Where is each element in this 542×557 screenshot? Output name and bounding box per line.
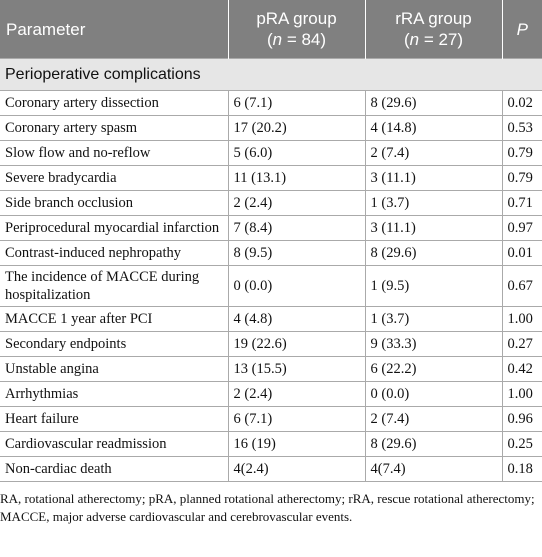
cell: 9 (33.3) <box>364 331 503 357</box>
cell: 0.18 <box>501 456 542 482</box>
row-label: MACCE 1 year after PCI <box>0 306 229 332</box>
cell: 2 (7.4) <box>364 406 503 432</box>
cell: 8 (29.6) <box>364 240 503 266</box>
cell: 0.79 <box>501 165 542 191</box>
cell: 3 (11.1) <box>364 215 503 241</box>
table-row: Heart failure 6 (7.1) 2 (7.4) 0.96 <box>0 406 542 432</box>
header-text: rRA group <box>395 9 472 28</box>
cell: 8 (29.6) <box>364 90 503 116</box>
row-label: Coronary artery spasm <box>0 115 229 141</box>
table-row: The incidence of MACCE during hospitaliz… <box>0 265 542 307</box>
section-row: Perioperative complications <box>0 58 542 91</box>
header-subtext: ( <box>266 30 273 49</box>
cell: 0.79 <box>501 140 542 166</box>
table-body: Perioperative complications Coronary arte… <box>0 58 542 482</box>
cell: 6 (22.2) <box>364 356 503 382</box>
header-subtext: = 27) <box>419 30 464 49</box>
table-row: Unstable angina 13 (15.5) 6 (22.2) 0.42 <box>0 356 542 382</box>
cell: 0 (0.0) <box>364 381 503 407</box>
table-row: MACCE 1 year after PCI 4 (4.8) 1 (3.7) 1.00 <box>0 306 542 332</box>
header-cell: P <box>502 0 542 59</box>
table-row: Non-cardiac death 4(2.4) 4(7.4) 0.18 <box>0 456 542 482</box>
cell: 1 (3.7) <box>364 306 503 332</box>
row-label: Arrhythmias <box>0 381 229 407</box>
header-text: Parameter <box>6 19 86 39</box>
header-subtext: n <box>272 30 283 49</box>
cell: 0.67 <box>501 265 542 307</box>
cell: 2 (2.4) <box>227 190 366 216</box>
table-row: Contrast-induced nephropathy 8 (9.5) 8 (29… <box>0 240 542 266</box>
cell: 0 (0.0) <box>227 265 366 307</box>
cell: 4(7.4) <box>364 456 503 482</box>
header-subtext: = 84) <box>282 30 327 49</box>
cell: 8 (9.5) <box>227 240 366 266</box>
row-label: The incidence of MACCE during hospitaliz… <box>0 265 229 307</box>
cell: 0.96 <box>501 406 542 432</box>
cell: 0.02 <box>501 90 542 116</box>
header-subtext: n <box>409 30 420 49</box>
header-row: Parameter pRA group (n = 84) rRA group (n = … <box>0 0 542 59</box>
cell: 5 (6.0) <box>227 140 366 166</box>
row-label: Severe bradycardia <box>0 165 229 191</box>
table-row: Periprocedural myocardial infarction 7 (8… <box>0 215 542 241</box>
cell: 13 (15.5) <box>227 356 366 382</box>
cell: 0.27 <box>501 331 542 357</box>
header-text: pRA group <box>256 9 337 28</box>
row-label: Secondary endpoints <box>0 331 229 357</box>
cell: 3 (11.1) <box>364 165 503 191</box>
cell: 1.00 <box>501 306 542 332</box>
row-label: Contrast-induced nephropathy <box>0 240 229 266</box>
cell: 6 (7.1) <box>227 90 366 116</box>
cell: 0.42 <box>501 356 542 382</box>
header-subtext: ( <box>403 30 410 49</box>
row-label: Heart failure <box>0 406 229 432</box>
cell: 0.25 <box>501 431 542 457</box>
table-header: Parameter pRA group (n = 84) rRA group (n = … <box>0 0 542 59</box>
cell: 8 (29.6) <box>364 431 503 457</box>
data-table: Parameter pRA group (n = 84) rRA group (n = … <box>0 0 542 482</box>
table-row: Slow flow and no-reflow 5 (6.0) 2 (7.4) 0.7… <box>0 140 542 166</box>
cell: 4(2.4) <box>227 456 366 482</box>
cell: 6 (7.1) <box>227 406 366 432</box>
cell: 4 (4.8) <box>227 306 366 332</box>
cell: 0.01 <box>501 240 542 266</box>
header-cell: rRA group (n = 27) <box>365 0 503 59</box>
row-label: Cardiovascular readmission <box>0 431 229 457</box>
header-cell: Parameter <box>0 0 229 59</box>
header-cell: pRA group (n = 84) <box>228 0 366 59</box>
cell: 0.53 <box>501 115 542 141</box>
cell: 16 (19) <box>227 431 366 457</box>
cell: 2 (7.4) <box>364 140 503 166</box>
table-row: Side branch occlusion 2 (2.4) 1 (3.7) 0.71 <box>0 190 542 216</box>
cell: 4 (14.8) <box>364 115 503 141</box>
footnote: RA, rotational atherectomy; pRA, planned… <box>0 491 535 524</box>
cell: 17 (20.2) <box>227 115 366 141</box>
cell: 19 (22.6) <box>227 331 366 357</box>
row-label: Non-cardiac death <box>0 456 229 482</box>
table-row: Arrhythmias 2 (2.4) 0 (0.0) 1.00 <box>0 381 542 407</box>
row-label: Unstable angina <box>0 356 229 382</box>
cell: 0.71 <box>501 190 542 216</box>
cell: 0.97 <box>501 215 542 241</box>
table-row: Coronary artery spasm 17 (20.2) 4 (14.8) 0.… <box>0 115 542 141</box>
table-row: Cardiovascular readmission 16 (19) 8 (29.6… <box>0 431 542 457</box>
table-row: Severe bradycardia 11 (13.1) 3 (11.1) 0.79 <box>0 165 542 191</box>
row-label: Slow flow and no-reflow <box>0 140 229 166</box>
row-label: Coronary artery dissection <box>0 90 229 116</box>
cell: 2 (2.4) <box>227 381 366 407</box>
cell: 1.00 <box>501 381 542 407</box>
table-row: Coronary artery dissection 6 (7.1) 8 (29.6… <box>0 90 542 116</box>
row-label: Periprocedural myocardial infarction <box>0 215 229 241</box>
cell: 1 (3.7) <box>364 190 503 216</box>
header-text: P <box>516 19 528 39</box>
cell: 11 (13.1) <box>227 165 366 191</box>
section-cell: Perioperative complications <box>0 58 542 91</box>
cell: 7 (8.4) <box>227 215 366 241</box>
table-row: Secondary endpoints 19 (22.6) 9 (33.3) 0.27 <box>0 331 542 357</box>
row-label: Side branch occlusion <box>0 190 229 216</box>
cell: 1 (9.5) <box>364 265 503 307</box>
